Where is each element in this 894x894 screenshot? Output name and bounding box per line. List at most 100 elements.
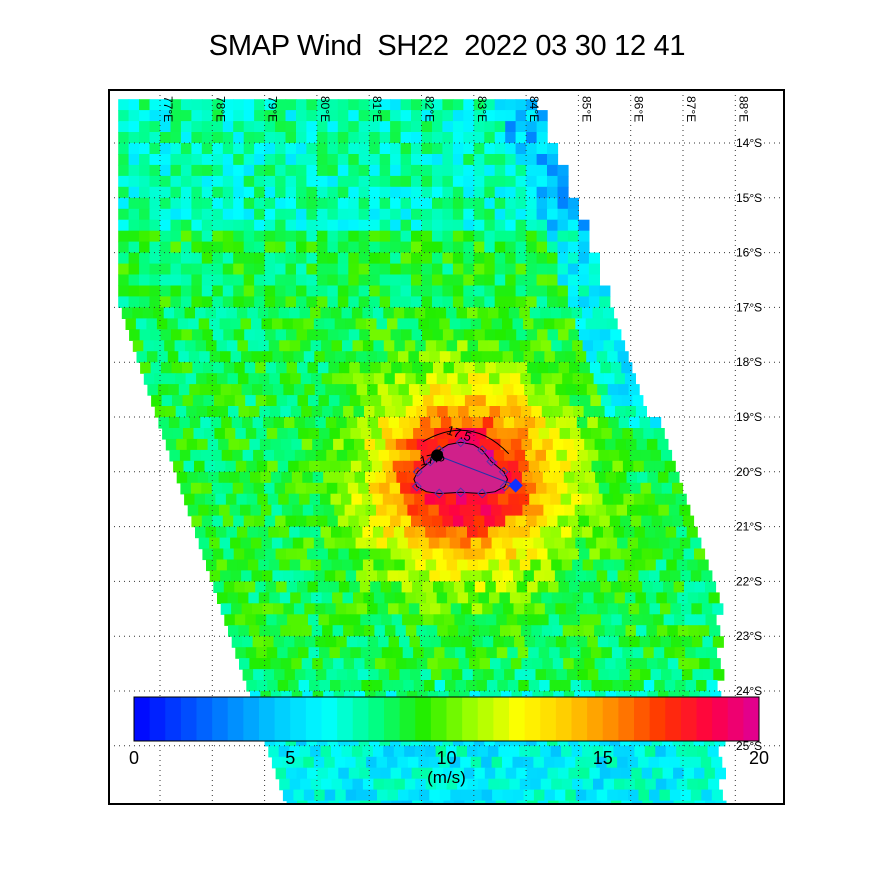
wind-cell bbox=[343, 406, 355, 418]
wind-cell bbox=[439, 318, 451, 330]
wind-cell bbox=[353, 373, 365, 385]
wind-cell bbox=[149, 175, 161, 188]
wind-cell bbox=[451, 417, 463, 429]
wind-cell bbox=[415, 592, 427, 604]
wind-cell bbox=[559, 834, 570, 846]
wind-cell bbox=[379, 285, 391, 298]
wind-cell bbox=[271, 537, 283, 550]
wind-cell bbox=[422, 362, 434, 374]
wind-cell bbox=[610, 362, 622, 374]
wind-cell bbox=[400, 143, 412, 155]
wind-cell bbox=[351, 745, 363, 758]
wind-cell bbox=[348, 219, 360, 232]
wind-cell bbox=[442, 132, 454, 144]
wind-cell bbox=[547, 515, 559, 528]
wind-cell bbox=[400, 164, 412, 177]
wind-cell bbox=[665, 745, 677, 758]
wind-cell bbox=[623, 493, 635, 506]
wind-cell bbox=[591, 647, 603, 659]
wind-cell bbox=[526, 285, 538, 298]
wind-cell bbox=[201, 296, 213, 308]
wind-cell bbox=[412, 614, 424, 626]
wind-cell bbox=[434, 647, 446, 659]
wind-cell bbox=[632, 428, 644, 440]
wind-cell bbox=[452, 219, 464, 232]
latitude-label: 21°S bbox=[736, 520, 762, 534]
wind-cell bbox=[290, 406, 302, 418]
wind-cell bbox=[536, 121, 548, 133]
wind-cell bbox=[646, 438, 658, 451]
wind-cell bbox=[223, 581, 235, 593]
wind-cell bbox=[664, 647, 676, 659]
wind-cell bbox=[674, 834, 685, 846]
wind-cell bbox=[502, 789, 514, 802]
wind-cell bbox=[222, 186, 234, 199]
wind-cell bbox=[505, 285, 517, 298]
wind-cell bbox=[255, 614, 267, 626]
wind-cell bbox=[335, 351, 347, 363]
wind-cell bbox=[268, 526, 280, 539]
wind-cell bbox=[299, 526, 311, 539]
wind-cell bbox=[369, 143, 381, 155]
wind-cell bbox=[306, 252, 318, 265]
wind-cell bbox=[296, 252, 308, 265]
wind-cell bbox=[708, 592, 720, 604]
wind-cell bbox=[280, 438, 292, 451]
wind-cell bbox=[526, 241, 538, 254]
wind-cell bbox=[402, 647, 414, 659]
wind-cell bbox=[539, 460, 551, 473]
wind-cell bbox=[322, 406, 334, 418]
wind-cell bbox=[275, 121, 287, 133]
wind-cell bbox=[345, 756, 357, 769]
wind-cell bbox=[383, 745, 395, 758]
wind-cell bbox=[452, 121, 464, 133]
wind-cell bbox=[570, 680, 582, 692]
wind-cell bbox=[369, 252, 381, 265]
wind-cell bbox=[494, 99, 506, 111]
wind-cell bbox=[449, 318, 461, 330]
wind-cell bbox=[623, 745, 635, 758]
wind-cell bbox=[662, 515, 674, 528]
wind-cell bbox=[593, 778, 605, 791]
wind-cell bbox=[544, 351, 556, 363]
wind-cell bbox=[421, 154, 433, 166]
wind-cell bbox=[170, 110, 182, 122]
wind-cell bbox=[271, 318, 283, 330]
wind-cell bbox=[390, 241, 402, 254]
wind-cell bbox=[369, 132, 381, 144]
wind-cell bbox=[666, 778, 678, 791]
wind-cell bbox=[302, 504, 314, 517]
wind-cell bbox=[400, 154, 412, 166]
wind-cell bbox=[212, 230, 224, 243]
wind-cell bbox=[200, 417, 212, 429]
wind-cell bbox=[410, 449, 422, 462]
wind-cell bbox=[494, 121, 506, 133]
wind-cell bbox=[243, 186, 255, 199]
wind-cell bbox=[160, 329, 172, 341]
wind-cell bbox=[317, 767, 329, 780]
wind-cell bbox=[548, 395, 560, 407]
wind-cell bbox=[336, 449, 348, 462]
wind-cell bbox=[518, 460, 530, 473]
wind-cell bbox=[505, 121, 517, 133]
wind-cell bbox=[578, 285, 590, 298]
wind-cell bbox=[351, 493, 363, 506]
wind-cell bbox=[362, 745, 374, 758]
wind-cell bbox=[432, 121, 444, 133]
wind-cell bbox=[297, 614, 309, 626]
wind-cell bbox=[390, 197, 402, 210]
wind-cell bbox=[332, 812, 343, 824]
wind-cell bbox=[370, 800, 382, 804]
wind-cell bbox=[619, 669, 631, 681]
wind-cell bbox=[327, 263, 339, 276]
wind-cell bbox=[541, 406, 553, 418]
wind-cell bbox=[399, 669, 411, 681]
wind-cell bbox=[437, 812, 448, 824]
wind-cell bbox=[400, 186, 412, 199]
wind-cell bbox=[598, 482, 610, 495]
wind-cell bbox=[180, 482, 192, 495]
wind-cell bbox=[274, 449, 286, 462]
wind-cell bbox=[558, 548, 570, 561]
wind-cell bbox=[452, 296, 464, 308]
wind-cell bbox=[555, 384, 567, 396]
